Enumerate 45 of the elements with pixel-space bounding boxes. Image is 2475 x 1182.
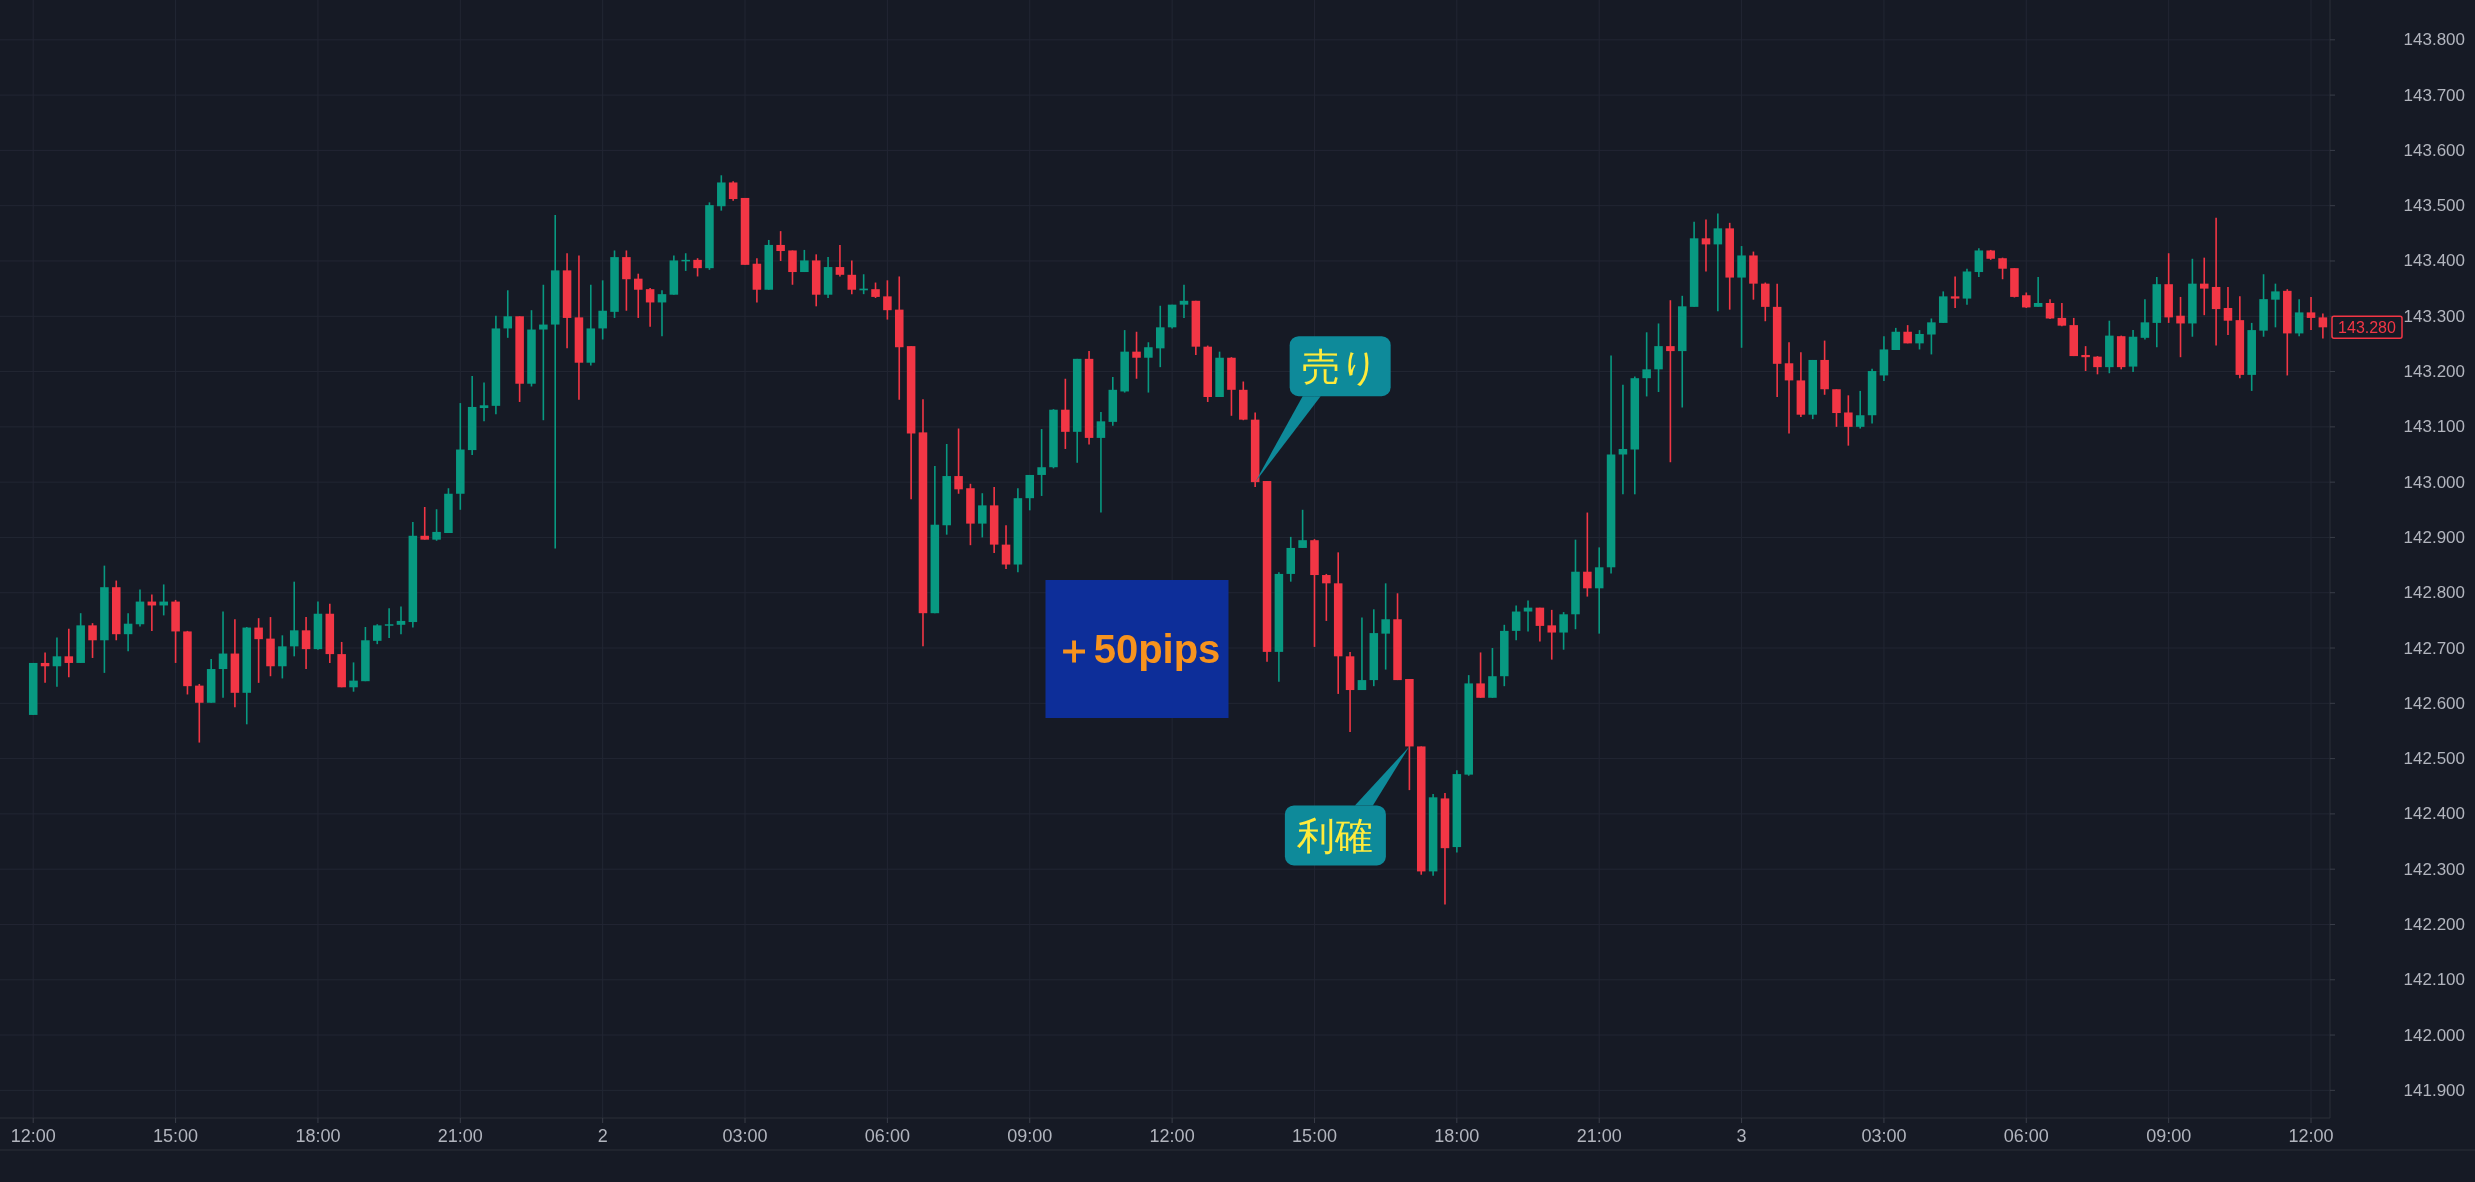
- annotation: 売り: [1255, 336, 1391, 483]
- x-tick-label: 09:00: [1007, 1126, 1053, 1146]
- y-tick-label: 142.000: [2403, 1025, 2465, 1045]
- annotation: ＋50pips: [1045, 580, 1229, 718]
- y-tick-label: 142.200: [2403, 915, 2465, 934]
- x-tick-label: 15:00: [1291, 1126, 1337, 1146]
- y-tick-label: 142.800: [2403, 583, 2465, 603]
- y-tick-label: 142.500: [2403, 749, 2465, 769]
- x-tick-label: 06:00: [2003, 1126, 2049, 1146]
- y-tick-label: 142.100: [2403, 970, 2465, 990]
- y-tick-label: 142.900: [2403, 527, 2465, 547]
- y-tick-label: 143.000: [2403, 472, 2465, 492]
- y-tick-label: 143.500: [2403, 196, 2465, 216]
- annotation: 利確: [1297, 815, 1374, 858]
- x-tick-label: 18:00: [295, 1126, 341, 1146]
- x-tick-label: 12:00: [10, 1126, 56, 1146]
- x-tick-label: 2: [597, 1126, 608, 1146]
- y-tick-label: 143.600: [2403, 140, 2465, 160]
- y-tick-label: 143.400: [2403, 251, 2465, 271]
- annotation: 143.280: [2338, 318, 2397, 336]
- x-tick-label: 09:00: [2146, 1126, 2192, 1146]
- y-tick-label: 142.700: [2403, 638, 2465, 658]
- x-tick-label: 03:00: [1861, 1126, 1907, 1146]
- x-tick-label: 12:00: [2288, 1126, 2334, 1146]
- y-tick-label: 143.700: [2403, 85, 2465, 105]
- annotation: ＋50pips: [1053, 627, 1221, 671]
- annotation: 利確: [1284, 746, 1410, 866]
- annotation: 売り: [1301, 346, 1379, 389]
- y-tick-label: 143.200: [2403, 362, 2465, 382]
- y-tick-label: 143.100: [2403, 417, 2465, 437]
- y-tick-label: 142.400: [2403, 804, 2465, 824]
- y-tick-label: 141.900: [2403, 1080, 2465, 1100]
- x-tick-label: 06:00: [864, 1126, 910, 1146]
- y-tick-label: 143.300: [2403, 306, 2465, 326]
- x-tick-label: 21:00: [437, 1126, 483, 1146]
- y-tick-label: 142.600: [2403, 693, 2465, 713]
- x-tick-label: 03:00: [722, 1126, 768, 1146]
- x-tick-label: 18:00: [1434, 1126, 1480, 1146]
- x-tick-label: 12:00: [1149, 1126, 1195, 1146]
- y-tick-label: 142.300: [2403, 859, 2465, 879]
- y-tick-label: 143.800: [2403, 30, 2465, 50]
- x-tick-label: 3: [1736, 1126, 1747, 1146]
- annotation: 143.280: [2331, 315, 2403, 340]
- x-tick-label: 15:00: [153, 1126, 199, 1146]
- x-tick-label: 21:00: [1576, 1126, 1622, 1146]
